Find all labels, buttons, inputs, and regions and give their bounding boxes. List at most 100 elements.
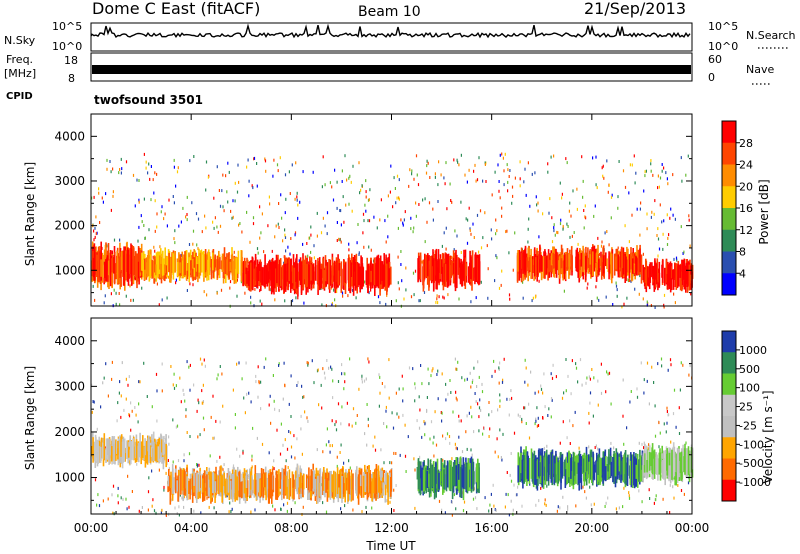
echo-speckle — [178, 224, 180, 228]
echo-speckle — [337, 380, 340, 383]
echo-speckle — [136, 462, 138, 466]
echo-speckle — [283, 503, 285, 507]
echo-speckle — [393, 509, 395, 512]
echo-band-cell — [478, 266, 481, 279]
echo-speckle — [598, 298, 600, 302]
echo-band-cell — [360, 468, 363, 498]
echo-speckle — [250, 295, 252, 299]
echo-speckle — [624, 185, 627, 189]
echo-speckle — [312, 170, 314, 174]
echo-speckle — [358, 161, 360, 165]
echo-speckle — [646, 300, 648, 304]
echo-band-cell — [247, 271, 250, 286]
echo-speckle — [521, 417, 523, 421]
echo-speckle — [592, 414, 594, 418]
echo-band-cell — [658, 261, 661, 288]
echo-speckle — [277, 169, 279, 173]
echo-speckle — [302, 395, 304, 399]
echo-speckle — [261, 212, 263, 216]
echo-band-cell — [436, 260, 438, 290]
echo-speckle — [213, 436, 215, 440]
echo-band-cell — [124, 447, 126, 462]
echo-band-cell — [190, 478, 193, 490]
echo-band-cell — [240, 481, 242, 498]
echo-speckle — [567, 374, 569, 378]
echo-speckle — [654, 404, 656, 408]
echo-speckle — [196, 243, 198, 247]
echo-band-cell — [365, 270, 368, 285]
echo-speckle — [159, 245, 161, 249]
echo-speckle — [414, 399, 416, 403]
echo-speckle — [329, 444, 331, 448]
echo-speckle — [93, 400, 95, 404]
echo-speckle — [349, 174, 351, 178]
echo-speckle — [141, 286, 143, 290]
echo-speckle — [505, 230, 507, 234]
echo-speckle — [361, 510, 363, 514]
echo-speckle — [349, 466, 351, 470]
echo-band-cell — [602, 255, 605, 274]
echo-speckle — [348, 248, 350, 252]
echo-speckle — [336, 206, 338, 210]
echo-band-cell — [601, 262, 604, 276]
echo-speckle — [91, 410, 93, 414]
echo-speckle — [201, 249, 203, 253]
echo-speckle — [100, 405, 102, 409]
echo-speckle — [222, 468, 224, 472]
echo-speckle — [542, 391, 544, 395]
echo-speckle — [474, 392, 476, 395]
echo-speckle — [607, 190, 609, 194]
echo-speckle — [611, 193, 613, 197]
echo-speckle — [273, 467, 275, 471]
echo-speckle — [658, 445, 660, 449]
echo-band-cell — [369, 473, 371, 494]
echo-speckle — [475, 296, 477, 300]
echo-band-cell — [589, 254, 592, 265]
echo-speckle — [485, 180, 487, 183]
echo-speckle — [469, 227, 471, 231]
echo-band-cell — [431, 465, 433, 488]
echo-speckle — [317, 368, 319, 372]
echo-speckle — [356, 241, 358, 245]
echo-speckle — [453, 493, 455, 497]
echo-speckle — [297, 203, 299, 207]
echo-speckle — [617, 195, 619, 199]
echo-speckle — [168, 198, 170, 202]
echo-band-cell — [633, 456, 636, 489]
echo-speckle — [297, 296, 299, 300]
echo-speckle — [201, 362, 203, 366]
echo-speckle — [247, 158, 249, 162]
echo-speckle — [629, 400, 631, 404]
echo-speckle — [480, 246, 483, 250]
echo-speckle — [670, 440, 672, 444]
echo-speckle — [477, 360, 479, 364]
echo-speckle — [369, 188, 371, 192]
echo-speckle — [662, 247, 664, 251]
echo-speckle — [628, 240, 630, 244]
echo-speckle — [172, 460, 174, 464]
echo-speckle — [513, 483, 515, 487]
echo-speckle — [689, 244, 691, 248]
echo-band-cell — [423, 259, 426, 280]
echo-speckle — [156, 282, 158, 286]
echo-speckle — [111, 360, 113, 364]
echo-speckle — [310, 233, 312, 237]
echo-band-cell — [188, 257, 190, 283]
echo-band-cell — [196, 264, 199, 277]
echo-speckle — [341, 291, 344, 295]
echo-speckle — [302, 242, 304, 246]
echo-speckle — [267, 224, 269, 228]
echo-speckle — [454, 229, 456, 233]
echo-speckle — [607, 372, 609, 376]
echo-speckle — [643, 378, 645, 382]
echo-speckle — [263, 365, 265, 369]
echo-speckle — [173, 201, 175, 205]
echo-band-cell — [566, 462, 568, 485]
echo-speckle — [484, 211, 486, 215]
echo-band-cell — [162, 258, 165, 276]
echo-speckle — [501, 152, 503, 156]
echo-speckle — [216, 225, 218, 229]
echo-band-cell — [433, 258, 435, 280]
echo-speckle — [211, 250, 214, 254]
echo-speckle — [622, 169, 625, 173]
